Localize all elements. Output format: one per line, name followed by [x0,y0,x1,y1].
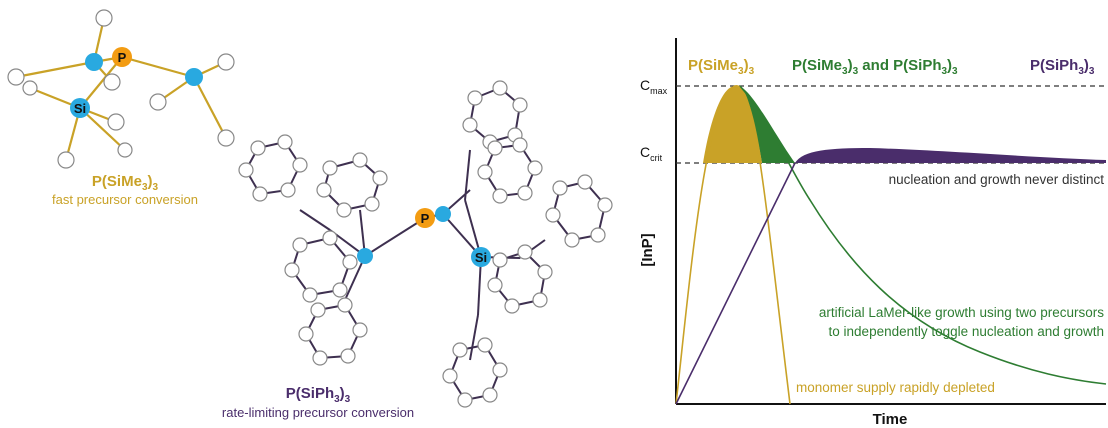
molecule-small-si-label: Si [74,101,86,116]
legend-gold: P(SiMe3)3 [688,57,755,77]
molecule-large-p-label: P [421,211,430,226]
legend-green: P(SiMe3)3 and P(SiPh3)3 [792,57,958,77]
molecule-small-si-atom [185,68,203,86]
molecule-large: Si P P(SiPh3)3 rate-limiting precursor c… [222,80,613,420]
molecule-large-si-atom [357,248,373,264]
cmax-label: Cmax [640,77,668,96]
annotation-lamer-line1: artificial LaMer-like growth using two p… [819,305,1104,320]
molecule-small-p-atom [112,47,132,67]
molecule-small-caption: fast precursor conversion [52,192,198,207]
annotation-nucleation: nucleation and growth never distinct [889,172,1105,187]
gold-fill [703,86,762,163]
molecule-large-si-atom-labeled [471,247,491,267]
molecule-large-bonds [299,149,546,361]
molecule-large-si-label: Si [475,250,487,265]
molecule-small-name: P(SiMe3)3 [92,173,159,193]
molecule-large-si-atom [435,206,451,222]
molecule-small-p-label: P [118,50,127,65]
molecule-small-si-atom [85,53,103,71]
x-axis-label: Time [873,411,908,428]
molecule-small-bonds [15,17,227,161]
molecule-small-si-atom-labeled [70,98,90,118]
gold-curve [675,85,791,405]
molecule-large-p-atom [415,208,435,228]
molecule-large-c-atoms [238,80,613,408]
purple-curve [675,162,796,405]
legend-purple: P(SiPh3)3 [1030,57,1095,77]
molecule-small: Si P P(SiMe3)3 fast precursor conversion [7,9,235,207]
annotation-lamer-line2: to independently toggle nucleation and g… [829,324,1104,339]
ccrit-label: Ccrit [640,144,663,163]
concentration-diagram: Cmax Ccrit [InP] Time P(SiMe3)3 P(SiMe3)… [639,38,1107,428]
molecule-large-name: P(SiPh3)3 [286,385,351,405]
annotation-monomer: monomer supply rapidly depleted [796,380,995,395]
y-axis-label: [InP] [639,233,656,266]
purple-fill [795,148,1106,163]
green-curve [739,85,1107,385]
molecule-small-h-atoms [7,9,235,169]
molecule-large-caption: rate-limiting precursor conversion [222,405,414,420]
